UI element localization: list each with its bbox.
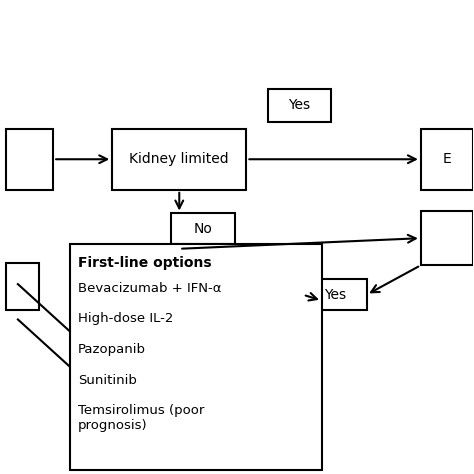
FancyBboxPatch shape	[268, 89, 331, 121]
FancyBboxPatch shape	[6, 263, 39, 310]
Text: Pazopanib: Pazopanib	[78, 343, 146, 356]
Text: E: E	[442, 152, 451, 166]
Text: Temsirolimus (poor
prognosis): Temsirolimus (poor prognosis)	[78, 404, 205, 432]
Text: High-dose IL-2: High-dose IL-2	[78, 312, 173, 325]
FancyBboxPatch shape	[70, 244, 322, 470]
FancyBboxPatch shape	[421, 128, 473, 190]
FancyBboxPatch shape	[171, 213, 235, 244]
Text: Sunitinib: Sunitinib	[78, 374, 137, 387]
FancyBboxPatch shape	[421, 211, 473, 265]
Text: No: No	[193, 222, 212, 236]
FancyBboxPatch shape	[303, 279, 366, 310]
Text: Bevacizumab + IFN-α: Bevacizumab + IFN-α	[78, 282, 222, 295]
FancyBboxPatch shape	[6, 128, 53, 190]
Text: Yes: Yes	[288, 98, 310, 112]
Text: Kidney limited: Kidney limited	[129, 152, 229, 166]
FancyBboxPatch shape	[112, 128, 246, 190]
Text: Yes: Yes	[324, 288, 346, 302]
Text: First-line options: First-line options	[78, 256, 212, 270]
